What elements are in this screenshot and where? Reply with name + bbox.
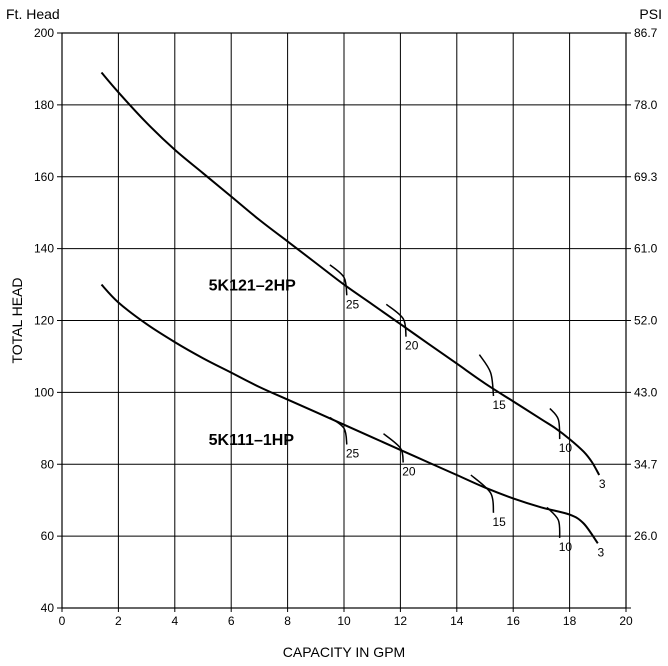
x-tick-label-8: 8 [284, 614, 291, 628]
performance-curves: 25 20 15 10 3 25 20 15 10 3 [100, 71, 606, 559]
series-curve-0 [100, 71, 601, 476]
y2-tick-label-78.0: 78.0 [634, 98, 658, 112]
y-tick-label-120: 120 [34, 314, 54, 328]
branch-label-0-10: 10 [559, 441, 573, 455]
series-label-5k111: 5K111–1HP [209, 432, 295, 449]
y2-tick-label-26.0: 26.0 [634, 529, 658, 543]
x-tick-label-16: 16 [507, 614, 521, 628]
x-tick-label-4: 4 [171, 614, 178, 628]
branch-curve-1-20 [383, 433, 404, 463]
x-tick-label-18: 18 [563, 614, 577, 628]
x-tick-label-20: 20 [619, 614, 633, 628]
y2-tick-label-86.7: 86.7 [634, 26, 658, 40]
x-axis-title: CAPACITY IN GPM [283, 644, 405, 660]
x-tick-label-12: 12 [394, 614, 408, 628]
branch-curve-0-20 [385, 303, 407, 337]
y-axis-title: TOTAL HEAD [9, 277, 25, 363]
branch-curve-1-25 [329, 416, 348, 445]
branch-label-1-20: 20 [402, 464, 416, 478]
y-tick-label-80: 80 [41, 457, 55, 471]
y2-tick-label-43.0: 43.0 [634, 385, 658, 399]
end-label-0: 3 [599, 477, 606, 491]
branch-label-0-25: 25 [346, 297, 360, 311]
y-tick-label-140: 140 [34, 242, 54, 256]
x-tick-label-2: 2 [115, 614, 122, 628]
y-tick-label-60: 60 [41, 529, 55, 543]
y2-tick-label-34.7: 34.7 [634, 457, 658, 471]
x-tick-label-0: 0 [59, 614, 66, 628]
plot-frame [61, 32, 627, 609]
y-tick-label-180: 180 [34, 98, 54, 112]
right-axis-unit-label: PSI [639, 6, 662, 22]
branch-curve-0-15 [478, 354, 495, 397]
axis-ticks: 0 2 4 6 8 10 12 14 16 18 20 40 60 26.0 80 34.7 100 43.0 12… [34, 26, 658, 628]
y-tick-label-200: 200 [34, 26, 54, 40]
y2-tick-label-61.0: 61.0 [634, 242, 658, 256]
branch-curve-0-10 [549, 408, 561, 440]
branch-label-0-20: 20 [405, 339, 419, 353]
left-axis-unit-label: Ft. Head [6, 6, 60, 22]
branch-label-1-15: 15 [492, 515, 506, 529]
x-tick-label-14: 14 [450, 614, 464, 628]
x-tick-label-6: 6 [228, 614, 235, 628]
y-tick-label-40: 40 [41, 601, 55, 615]
branch-label-1-10: 10 [559, 540, 573, 554]
series-label-5k121: 5K121–2HP [209, 278, 297, 295]
branch-label-0-15: 15 [492, 398, 506, 412]
branch-curve-1-15 [470, 474, 495, 513]
end-label-1: 3 [597, 545, 604, 559]
y2-tick-label-52.0: 52.0 [634, 314, 658, 328]
x-tick-label-10: 10 [337, 614, 351, 628]
series-curve-1 [100, 283, 599, 544]
branch-curve-0-25 [329, 264, 348, 296]
branch-curve-1-10 [546, 506, 561, 538]
branch-label-1-25: 25 [346, 446, 360, 460]
y-tick-label-100: 100 [34, 385, 54, 399]
y-tick-label-160: 160 [34, 170, 54, 184]
y2-tick-label-69.3: 69.3 [634, 170, 658, 184]
